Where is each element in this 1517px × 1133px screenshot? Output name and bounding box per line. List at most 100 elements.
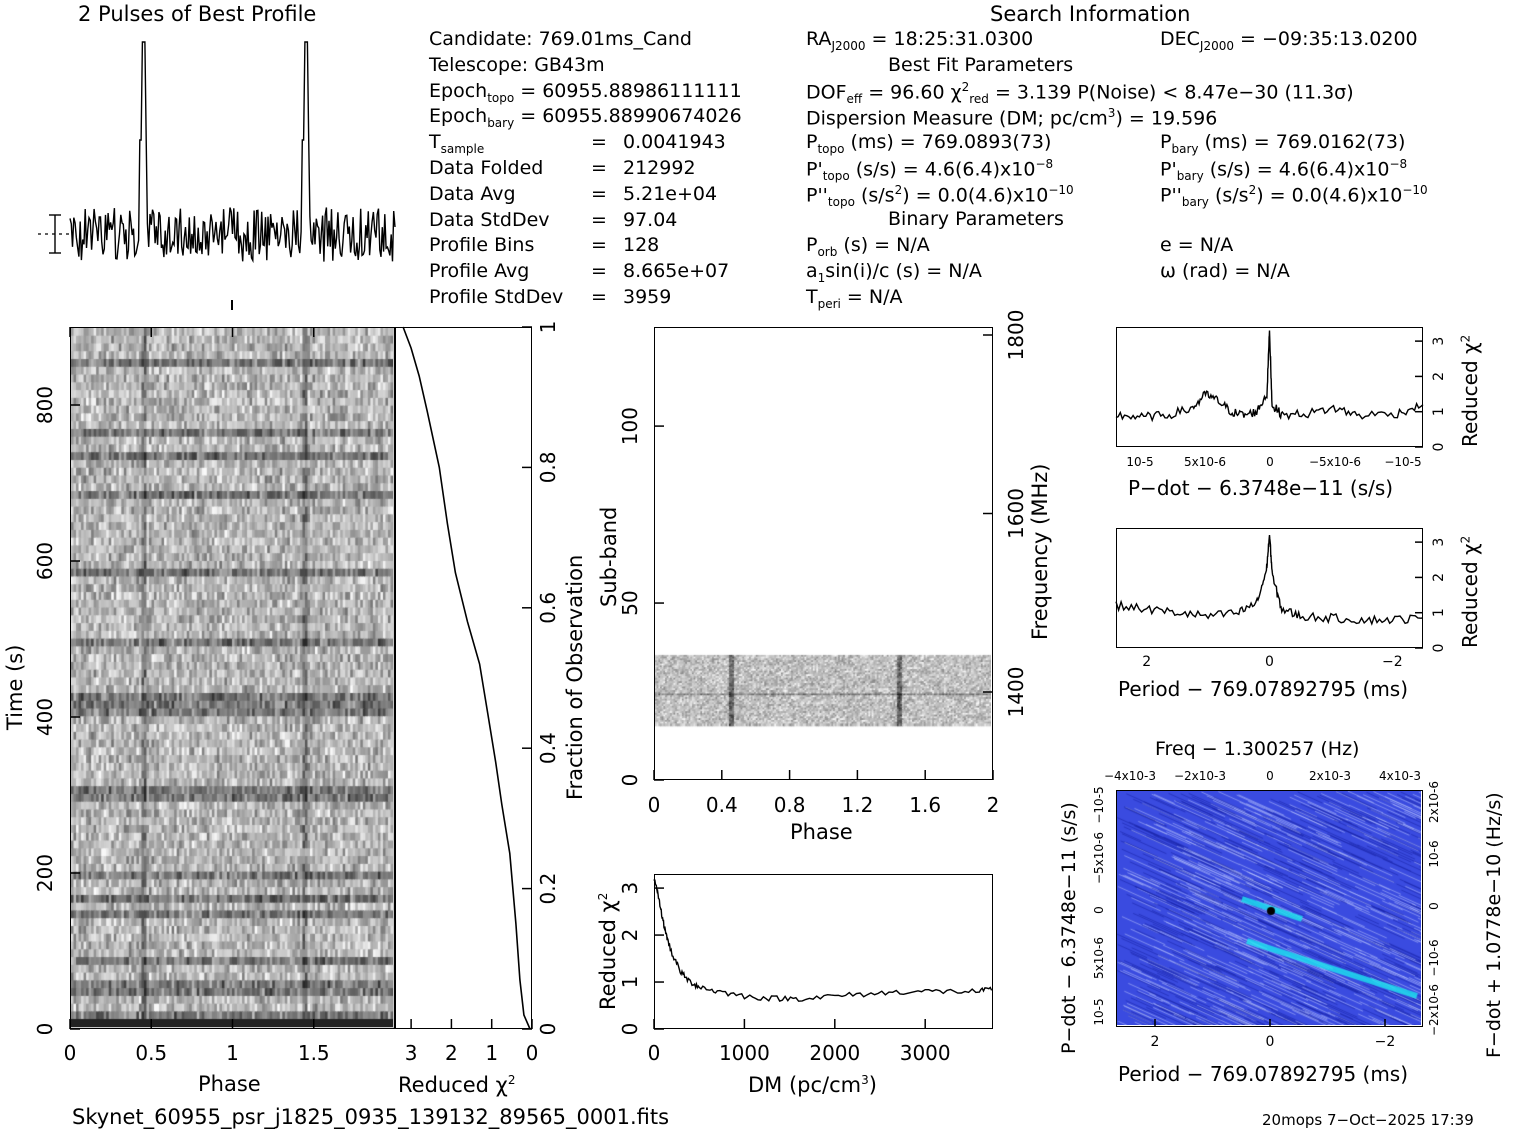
sb-xtick-label: 0 — [648, 793, 661, 817]
sb-xtick-label: 1.6 — [909, 793, 941, 817]
e-line: e = N/A — [1160, 234, 1234, 256]
info-left-row: Data Avg = 5.21e+04 — [429, 182, 718, 205]
info-left-row: Candidate: 769.01ms_Cand — [429, 28, 692, 50]
pdot-xtick-label: −10-5 — [1384, 455, 1421, 469]
pp-xtick-label: 0 — [1266, 1034, 1275, 1050]
tp-xtick-label: 1.5 — [298, 1041, 330, 1065]
sb-ytick-label: 100 — [618, 407, 642, 445]
sb-ytick-label: 50 — [618, 590, 642, 615]
frac-ytick-label: 0.6 — [536, 592, 560, 624]
sb-y2label: Frequency (MHz) — [1028, 463, 1052, 640]
pdot-curve — [1115, 330, 1424, 423]
info-left-row: Tsample = 0.0041943 — [429, 131, 726, 156]
pp-y2tick-label: 2x10-6 — [1427, 781, 1441, 823]
pdot-ytick-label: 2 — [1431, 372, 1447, 381]
ppdot-panel — [1116, 790, 1423, 1027]
asini-line: a1sin(i)/c (s) = N/A — [806, 260, 982, 285]
pdot-ylabel: Reduced χ2 — [1458, 334, 1482, 447]
frac-xlabel: Reduced χ2 — [398, 1073, 516, 1097]
sb-xtick-label: 0.4 — [706, 793, 738, 817]
frac-obs-panel — [395, 327, 532, 1029]
pdot-xtick-label: 5x10-6 — [1184, 455, 1226, 469]
sb-y2tick-label: 1400 — [1004, 667, 1028, 718]
dm-xtick-label: 1000 — [719, 1041, 770, 1065]
sb-ytick-label: 0 — [618, 774, 642, 787]
ppdot-ylabel: P−dot − 6.3748e−11 (s/s) — [1058, 802, 1080, 1054]
pddtopo-line: P''topo (s/s2) = 0.0(4.6)x10−10 — [806, 183, 1074, 210]
omega-line: ω (rad) = N/A — [1160, 260, 1290, 282]
subband-panel — [654, 327, 993, 780]
dm-xlabel: DM (pc/cm3) — [748, 1073, 877, 1097]
ppdot-xlabel: Period − 769.07892795 (ms) — [1118, 1062, 1409, 1086]
period-curve — [1115, 535, 1424, 626]
tp-ylabel: Time (s) — [3, 644, 27, 730]
info-left-row: Profile Avg = 8.665e+07 — [429, 260, 730, 283]
dm-xtick-label: 2000 — [809, 1041, 860, 1065]
pp-y2tick-label: −2x10-6 — [1427, 984, 1441, 1036]
info-left-row: Data StdDev = 97.04 — [429, 208, 678, 231]
period-ytick-label: 1 — [1431, 608, 1447, 617]
ppdot-y2label: F−dot + 1.0778e−10 (Hz/s) — [1483, 792, 1505, 1058]
info-left-row: Epochtopo = 60955.88986111111 — [429, 79, 742, 105]
pdot-ytick-label: 1 — [1431, 407, 1447, 416]
pdot-xtick-label: −5x10-6 — [1309, 455, 1361, 469]
frac-xtick-label: 2 — [445, 1041, 458, 1065]
pdot-ytick-label: 0 — [1431, 443, 1447, 452]
frac-ytick-label: 0.8 — [536, 451, 560, 483]
info-left-row: Profile StdDev = 3959 — [429, 286, 672, 308]
porb-line: Porb (s) = N/A — [806, 234, 930, 259]
best-fit-title: Best Fit Parameters — [888, 54, 1074, 76]
frac-ylabel: Fraction of Observation — [563, 554, 587, 800]
search-info-title: Search Information — [990, 2, 1191, 26]
period-panel — [1116, 528, 1423, 648]
pdot-xtick-label: 0 — [1266, 455, 1274, 469]
sb-xlabel: Phase — [790, 820, 853, 844]
time-phase-canvas — [71, 328, 393, 1027]
tp-ytick-label: 200 — [33, 854, 57, 892]
pp-ytick-label: 10-5 — [1092, 998, 1106, 1025]
pp-toptick-label: −4x10-3 — [1104, 769, 1156, 783]
sb-y2tick-label: 1600 — [1004, 488, 1028, 539]
pp-y2tick-label: 10-6 — [1427, 840, 1441, 867]
info-left-row: Telescope: GB43m — [429, 53, 605, 76]
ptopo-line: Ptopo (ms) = 769.0893(73) — [806, 131, 1052, 156]
dm-xtick-label: 3000 — [900, 1041, 951, 1065]
pp-toptick-label: 4x10-3 — [1379, 769, 1421, 783]
tp-xtick-label: 0 — [64, 1041, 77, 1065]
period-xtick-label: −2 — [1382, 654, 1403, 670]
tp-xtick-label: 0.5 — [135, 1041, 167, 1065]
ra-line: RAJ2000 = 18:25:31.0300 — [806, 28, 1034, 53]
sb-ylabel: Sub-band — [597, 506, 621, 607]
period-ytick-label: 3 — [1431, 538, 1447, 547]
dm-ytick-label: 3 — [618, 882, 642, 895]
frac-ytick-label: 0 — [536, 1023, 560, 1036]
pdot-xtick-label: 10-5 — [1126, 455, 1153, 469]
pp-ytick-label: −10-5 — [1092, 786, 1106, 823]
dof-chi-line: DOFeff = 96.60 χ2red = 3.139 P(Noise) < … — [806, 80, 1354, 107]
pp-y2tick-label: −10-6 — [1427, 939, 1441, 976]
binary-title: Binary Parameters — [888, 208, 1064, 230]
ppdot-canvas — [1117, 791, 1421, 1025]
pdtopo-line: P'topo (s/s) = 4.6(6.4)x10−8 — [806, 157, 1054, 184]
pdbary-line: P'bary (s/s) = 4.6(6.4)x10−8 — [1160, 157, 1408, 184]
frac-ytick-label: 0.2 — [536, 873, 560, 905]
pdot-xlabel: P−dot − 6.3748e−11 (s/s) — [1128, 476, 1394, 500]
ppdot-title: Freq − 1.300257 (Hz) — [1155, 738, 1360, 760]
dm-curve — [653, 877, 993, 1002]
sb-xtick-label: 1.2 — [841, 793, 873, 817]
info-left-row: Profile Bins = 128 — [429, 234, 660, 257]
dm-ytick-label: 0 — [618, 1023, 642, 1036]
frac-xtick-label: 3 — [405, 1041, 418, 1065]
frac-xtick-label: 1 — [485, 1041, 498, 1065]
period-xtick-label: 0 — [1265, 654, 1274, 670]
pp-ytick-label: −5x10-6 — [1092, 832, 1106, 884]
pbary-line: Pbary (ms) = 769.0162(73) — [1160, 131, 1406, 156]
tperi-line: Tperi = N/A — [806, 286, 903, 311]
pp-toptick-label: 0 — [1266, 769, 1274, 783]
sb-xtick-label: 0.8 — [774, 793, 806, 817]
info-left-row: Data Folded = 212992 — [429, 157, 696, 179]
dm-ytick-label: 1 — [618, 976, 642, 989]
tp-xtick-label: 1 — [226, 1041, 239, 1065]
dm-panel — [654, 874, 993, 1029]
